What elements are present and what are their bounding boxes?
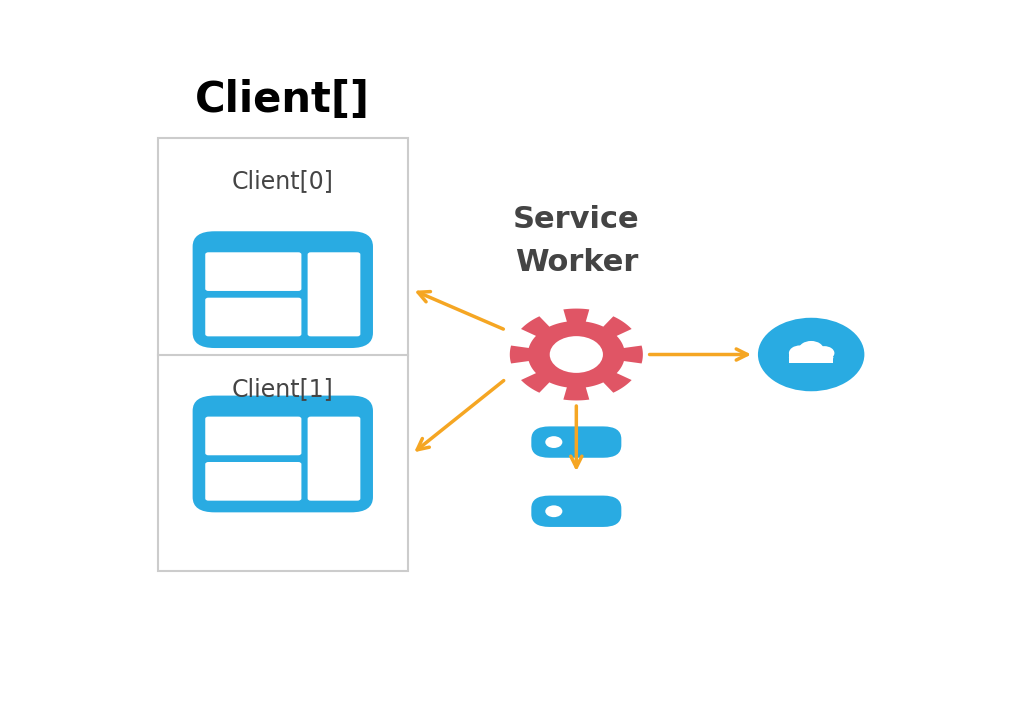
FancyBboxPatch shape: [531, 426, 621, 458]
Text: Service: Service: [513, 205, 639, 234]
Text: Client[]: Client[]: [195, 79, 371, 121]
Circle shape: [545, 505, 563, 517]
Text: Client[1]: Client[1]: [232, 377, 333, 401]
FancyBboxPatch shape: [193, 231, 373, 348]
FancyBboxPatch shape: [205, 298, 301, 336]
Text: Client[0]: Client[0]: [232, 170, 333, 194]
Circle shape: [545, 436, 563, 448]
Ellipse shape: [789, 352, 833, 362]
FancyBboxPatch shape: [308, 416, 361, 501]
Circle shape: [758, 318, 865, 391]
Circle shape: [799, 341, 824, 358]
Circle shape: [789, 345, 811, 361]
FancyBboxPatch shape: [205, 252, 301, 291]
Bar: [789, 353, 833, 363]
Circle shape: [549, 336, 603, 373]
Polygon shape: [510, 309, 642, 400]
FancyBboxPatch shape: [193, 396, 373, 512]
FancyBboxPatch shape: [308, 252, 361, 336]
FancyBboxPatch shape: [531, 496, 621, 527]
Circle shape: [814, 346, 834, 360]
Text: Worker: Worker: [515, 248, 638, 277]
FancyBboxPatch shape: [205, 416, 301, 456]
FancyBboxPatch shape: [158, 138, 408, 571]
FancyBboxPatch shape: [205, 462, 301, 501]
